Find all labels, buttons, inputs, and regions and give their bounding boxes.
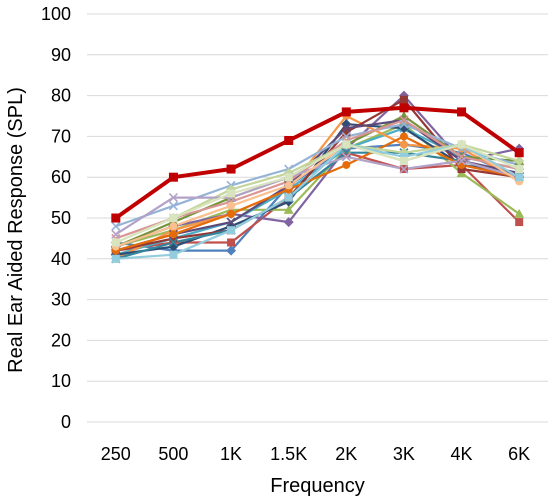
data-point	[399, 152, 408, 161]
data-point	[399, 140, 408, 149]
data-point	[111, 213, 121, 223]
series-line	[114, 123, 521, 228]
data-point	[284, 173, 293, 182]
data-point	[284, 135, 294, 145]
data-point	[514, 148, 524, 158]
y-tick-label: 50	[51, 208, 71, 228]
data-point	[342, 160, 351, 169]
data-point	[342, 140, 351, 149]
data-point	[111, 238, 120, 247]
series-line	[114, 135, 521, 252]
y-axis-tick-labels: 0 10 20 30 40 50 60 70 80 90 100	[41, 4, 71, 432]
data-point	[227, 201, 236, 210]
data-point	[457, 160, 466, 169]
y-tick-label: 70	[51, 126, 71, 146]
data-point	[398, 111, 409, 120]
x-tick-label: 500	[158, 444, 188, 464]
x-tick-label: 1K	[220, 444, 242, 464]
x-axis-title: Frequency	[270, 475, 365, 497]
y-tick-label: 80	[51, 86, 71, 106]
data-point	[456, 152, 467, 162]
data-point	[457, 140, 466, 149]
data-point	[341, 152, 351, 162]
series-markers-group	[111, 140, 524, 247]
x-tick-label: 250	[101, 444, 131, 464]
data-point	[457, 165, 466, 174]
data-point	[168, 172, 178, 182]
data-point	[515, 173, 524, 182]
data-point	[227, 226, 236, 235]
series-lines	[113, 94, 522, 260]
x-tick-label: 4K	[451, 444, 473, 464]
x-tick-label: 6K	[508, 444, 530, 464]
data-point	[284, 181, 293, 190]
data-point	[227, 238, 236, 247]
data-point	[111, 229, 121, 239]
series-line	[114, 127, 521, 256]
data-point	[514, 208, 525, 218]
y-tick-label: 20	[51, 330, 71, 350]
data-point	[169, 214, 178, 222]
data-point	[226, 217, 236, 227]
data-point	[341, 148, 351, 158]
data-point	[514, 155, 525, 166]
gridlines	[87, 13, 548, 423]
x-tick-label: 2K	[335, 444, 357, 464]
data-point	[399, 164, 409, 174]
data-point	[168, 193, 179, 203]
data-point	[399, 156, 408, 165]
series-line	[114, 155, 521, 236]
data-point	[398, 123, 409, 134]
series-markers	[110, 90, 525, 264]
data-point	[111, 221, 121, 231]
data-point	[227, 209, 236, 218]
data-point	[342, 128, 351, 137]
data-point	[284, 193, 293, 202]
series-line	[114, 143, 521, 244]
data-point	[456, 156, 467, 166]
data-point	[227, 189, 236, 198]
y-tick-label: 90	[51, 45, 71, 65]
data-point	[169, 234, 178, 243]
data-point	[169, 230, 178, 239]
x-axis-tick-labels: 250 500 1K 1.5K 2K 3K 4K 6K	[101, 444, 530, 464]
series-line-highlighted	[113, 105, 522, 220]
y-tick-label: 10	[51, 371, 71, 391]
data-point	[399, 119, 409, 129]
data-point	[283, 217, 294, 228]
data-point	[168, 201, 179, 211]
y-tick-label: 60	[51, 167, 71, 187]
data-point	[399, 103, 409, 113]
data-point	[399, 95, 408, 104]
data-point	[283, 204, 294, 214]
data-point	[111, 254, 120, 263]
data-point	[226, 245, 237, 256]
data-point	[515, 165, 524, 174]
data-point	[168, 237, 179, 248]
data-point	[226, 164, 236, 174]
data-point	[169, 250, 178, 259]
x-tick-label: 3K	[393, 444, 415, 464]
y-axis-title: Real Ear Aided Response (SPL)	[5, 87, 27, 373]
data-point	[515, 218, 524, 227]
data-point	[169, 222, 178, 231]
y-tick-label: 40	[51, 249, 71, 269]
y-tick-label: 100	[41, 4, 71, 24]
series-markers-group	[111, 103, 524, 223]
y-tick-label: 0	[61, 412, 71, 432]
data-point	[341, 123, 351, 133]
data-point	[341, 107, 351, 117]
y-tick-label: 30	[51, 290, 71, 310]
data-point	[399, 132, 408, 141]
x-tick-label: 1.5K	[270, 444, 307, 464]
data-point	[457, 107, 467, 117]
data-point	[399, 115, 409, 125]
data-point	[341, 131, 351, 141]
series-line	[114, 118, 521, 252]
